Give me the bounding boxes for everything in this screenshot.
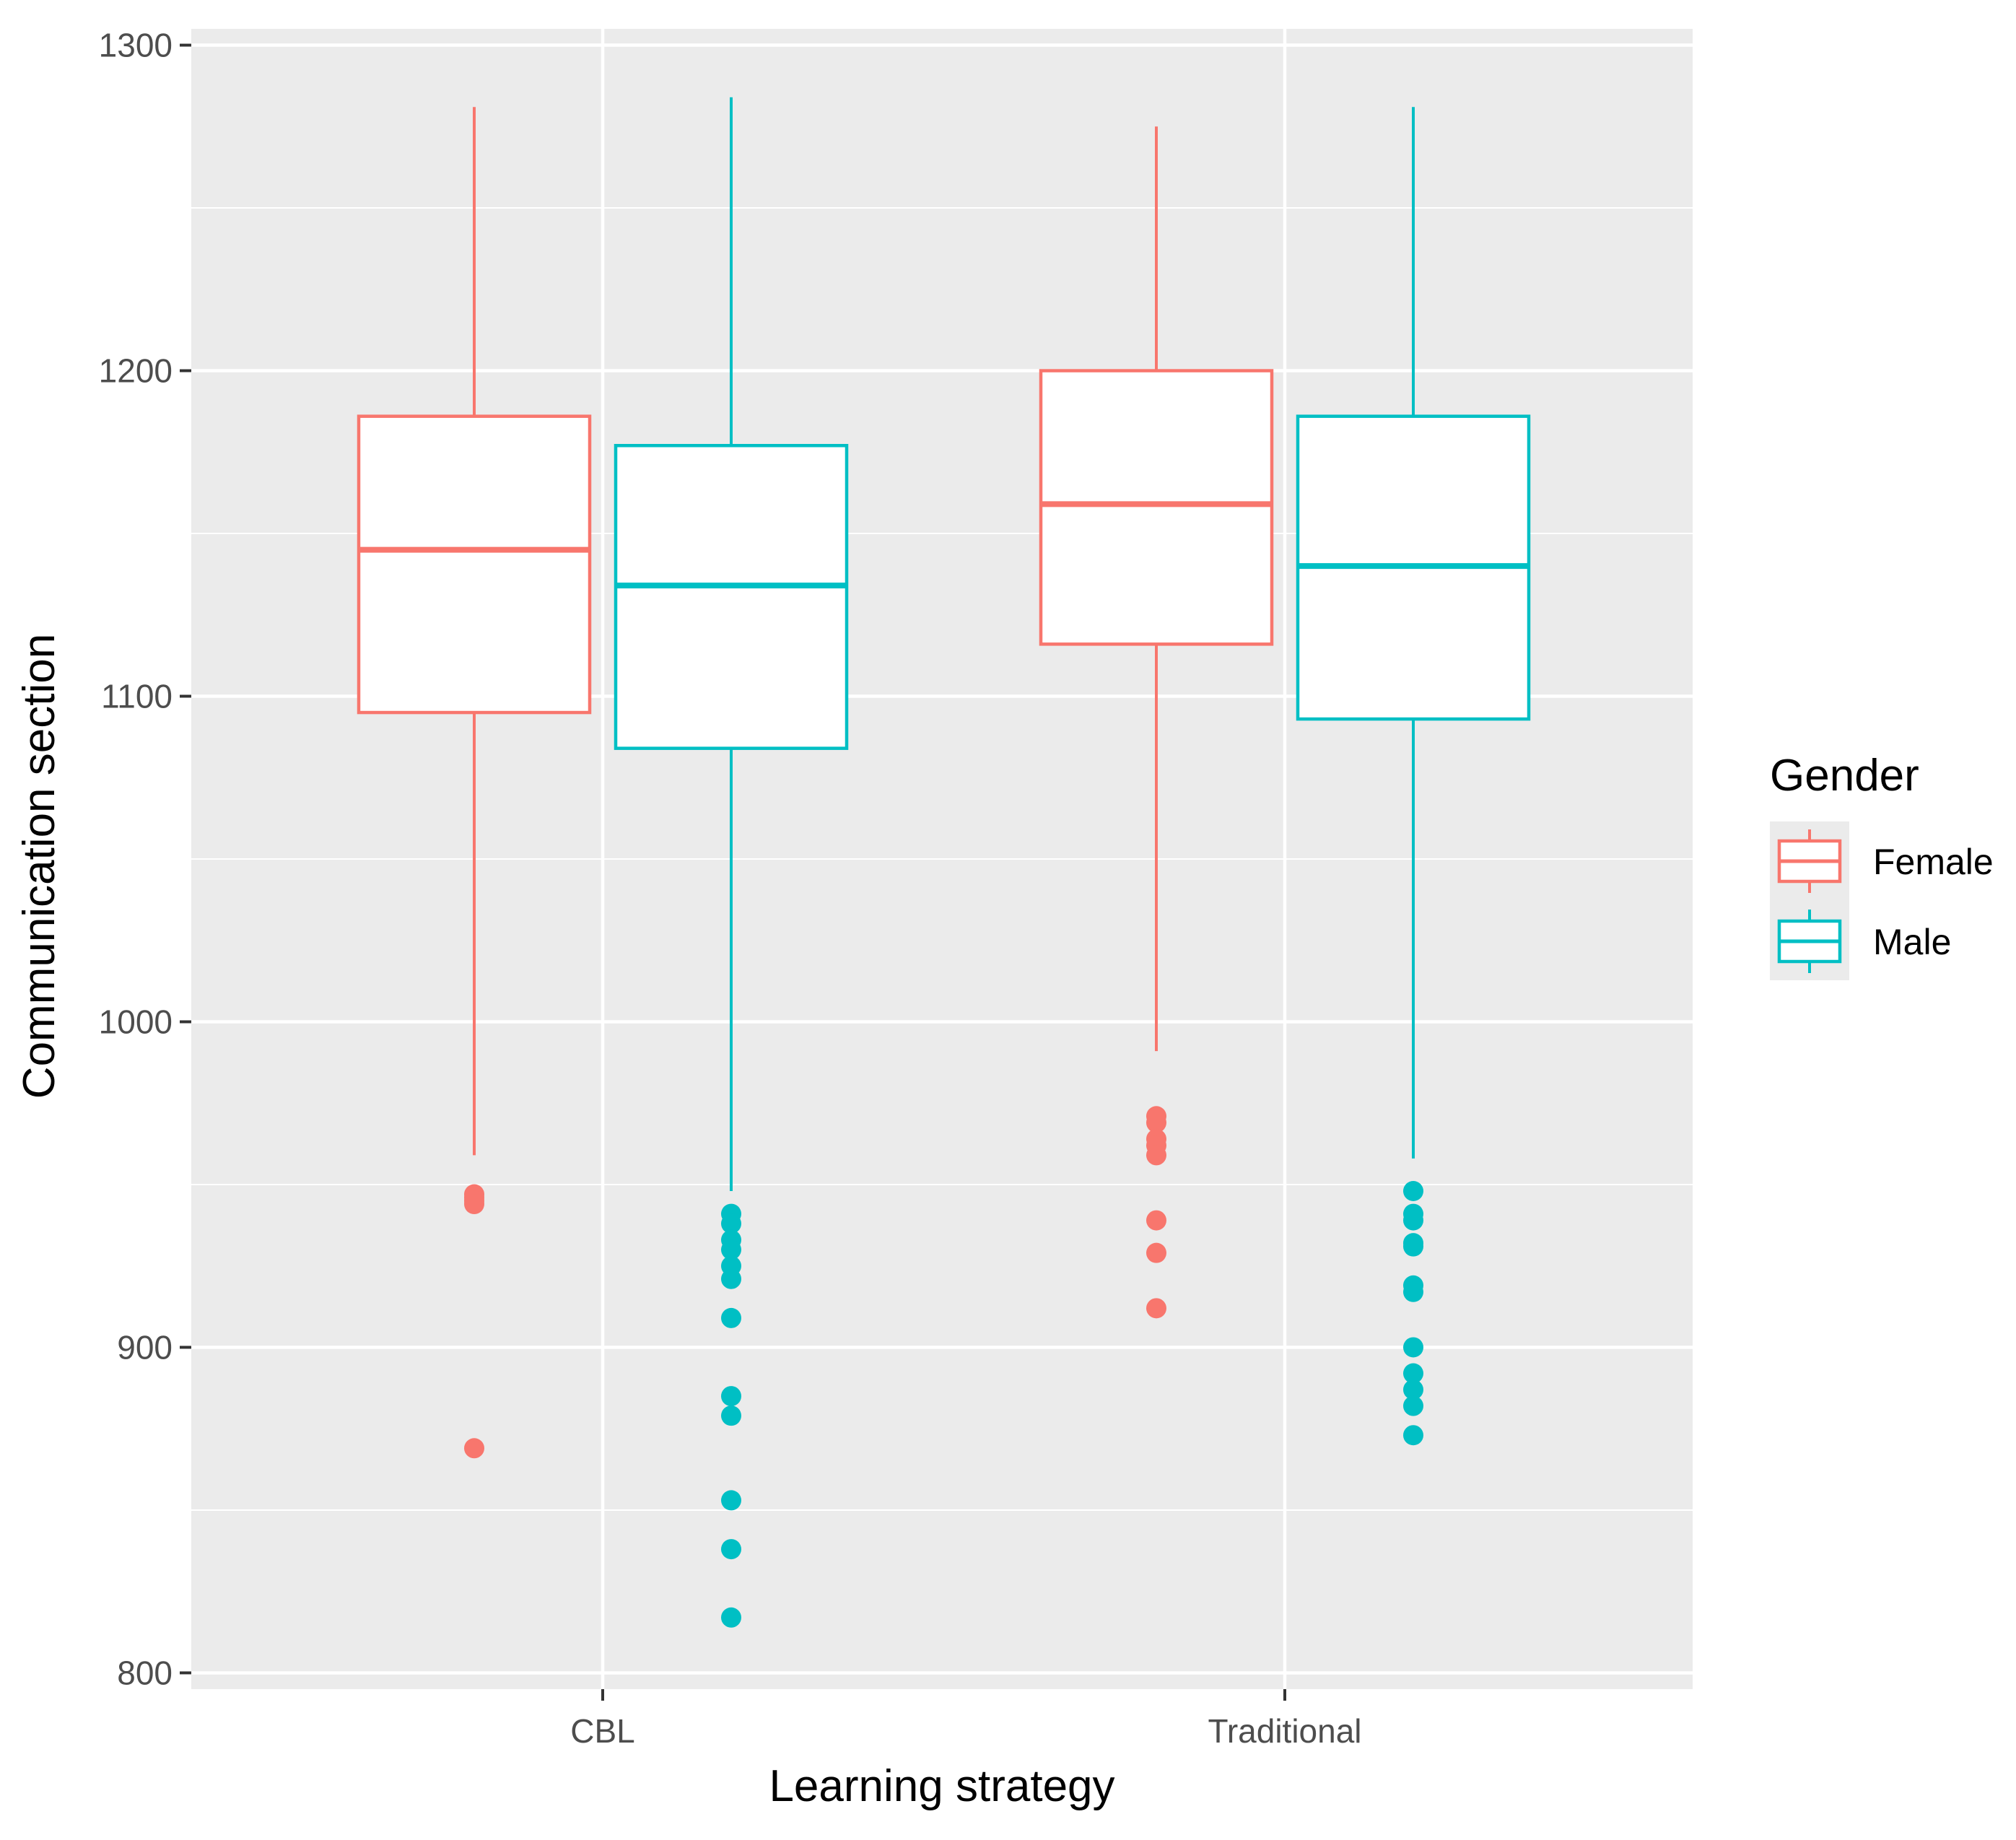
outlier-point bbox=[464, 1438, 484, 1459]
box-series-group bbox=[357, 97, 1531, 1628]
outlier-point bbox=[1403, 1210, 1423, 1231]
box-iqr bbox=[357, 414, 592, 715]
y-axis: 800 900 1000 1100 1200 1300 bbox=[99, 27, 191, 1691]
y-tick-label: 1100 bbox=[101, 678, 173, 715]
box-male-traditional bbox=[1296, 107, 1531, 1446]
outlier-point bbox=[721, 1213, 741, 1234]
box-iqr bbox=[1039, 369, 1274, 646]
x-tick-label: Traditional bbox=[1208, 1712, 1361, 1750]
legend-label-male: Male bbox=[1873, 922, 1951, 962]
box-iqr bbox=[614, 444, 849, 750]
x-axis-title: Learning strategy bbox=[769, 1761, 1114, 1811]
legend-key-female bbox=[1777, 829, 1842, 893]
outlier-point bbox=[721, 1307, 741, 1328]
x-axis: CBL Traditional bbox=[570, 1689, 1362, 1750]
y-tick-label: 800 bbox=[117, 1654, 173, 1691]
outlier-point bbox=[1403, 1363, 1423, 1384]
outlier-point bbox=[1146, 1210, 1166, 1231]
outlier-point bbox=[721, 1239, 741, 1260]
outlier-point bbox=[1403, 1281, 1423, 1302]
x-tick-label: CBL bbox=[570, 1712, 634, 1750]
legend-keys bbox=[1777, 829, 1842, 973]
box-female-cbl bbox=[357, 107, 592, 1459]
outlier-point bbox=[721, 1539, 741, 1560]
outlier-point bbox=[464, 1194, 484, 1215]
outlier-point bbox=[721, 1268, 741, 1289]
box-male-cbl bbox=[614, 97, 849, 1628]
outlier-point bbox=[721, 1386, 741, 1407]
box-female-traditional bbox=[1039, 126, 1274, 1319]
outlier-point bbox=[1403, 1395, 1423, 1416]
outlier-point bbox=[1146, 1145, 1166, 1166]
legend-key-male bbox=[1777, 910, 1842, 973]
legend-label-female: Female bbox=[1873, 842, 1994, 882]
outlier-point bbox=[1403, 1379, 1423, 1400]
y-tick-label: 1200 bbox=[99, 352, 173, 390]
y-tick-label: 1000 bbox=[99, 1003, 173, 1040]
outlier-point bbox=[1403, 1236, 1423, 1257]
outlier-point bbox=[721, 1490, 741, 1511]
outlier-point bbox=[1403, 1337, 1423, 1358]
y-tick-label: 1300 bbox=[99, 27, 173, 64]
y-tick-label: 900 bbox=[117, 1328, 173, 1366]
outlier-point bbox=[721, 1607, 741, 1628]
outlier-point bbox=[721, 1405, 741, 1426]
y-axis-title: Communication section bbox=[14, 634, 64, 1099]
outlier-point bbox=[1403, 1425, 1423, 1446]
outlier-point bbox=[1146, 1298, 1166, 1319]
outlier-point bbox=[1403, 1181, 1423, 1201]
legend: Gender Female Male bbox=[1770, 751, 1994, 980]
outlier-point bbox=[1146, 1242, 1166, 1263]
outlier-point bbox=[1146, 1112, 1166, 1133]
legend-title: Gender bbox=[1770, 751, 1919, 801]
